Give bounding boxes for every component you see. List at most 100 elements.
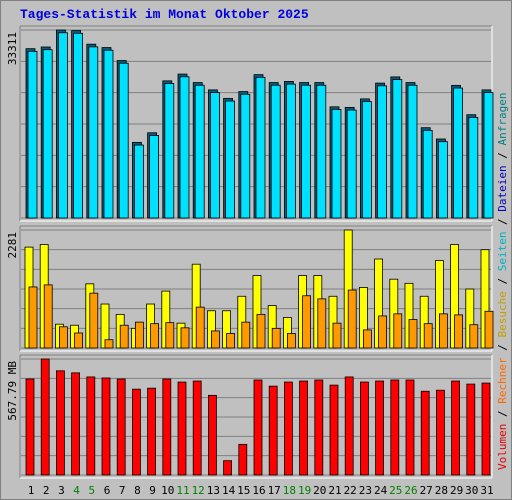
x-tick-label: 7 [119, 484, 126, 497]
bar-volumen [223, 460, 233, 476]
bar-besuche [210, 330, 220, 349]
bar-volumen [405, 379, 415, 476]
bar-besuche [469, 324, 479, 349]
bar-besuche [454, 314, 464, 349]
bar-dateien [377, 85, 388, 219]
x-tick-label: 23 [359, 484, 372, 497]
x-tick-label: 28 [435, 484, 448, 497]
bar-dateien [285, 83, 296, 219]
bar-besuche [423, 323, 433, 349]
bar-volumen [314, 379, 324, 476]
legend-word: / [496, 218, 509, 231]
legend-word: / [496, 410, 509, 423]
legend-word: Seiten [496, 232, 509, 278]
x-tick-label: 2 [43, 484, 50, 497]
bar-besuche [256, 313, 266, 349]
x-tick-label: 26 [404, 484, 417, 497]
bar-besuche [89, 292, 99, 349]
legend-word: Besuche [496, 291, 509, 344]
x-tick-label: 14 [222, 484, 236, 497]
bar-besuche [347, 289, 357, 349]
bar-besuche [286, 333, 296, 349]
bar-besuche [484, 310, 494, 349]
bar-besuche [226, 333, 236, 349]
bar-besuche [74, 332, 83, 349]
bar-dateien [346, 109, 357, 219]
bar-volumen [435, 389, 445, 476]
bar-besuche [119, 324, 129, 349]
legend-word: / [496, 152, 509, 165]
bar-dateien [194, 84, 205, 219]
bar-besuche [59, 326, 68, 349]
bar-volumen [420, 390, 430, 476]
x-tick-label: 4 [73, 484, 80, 497]
x-tick-label: 16 [252, 484, 265, 497]
bar-dateien [255, 76, 266, 219]
x-tick-label: 15 [237, 484, 250, 497]
bar-volumen [116, 378, 126, 476]
x-tick-label: 22 [344, 484, 357, 497]
bar-volumen [299, 380, 309, 476]
bar-dateien [179, 76, 190, 219]
x-tick-label: 8 [134, 484, 141, 497]
bar-dateien [361, 101, 372, 219]
x-tick-label: 21 [328, 484, 341, 497]
legend-word: Volumen [496, 424, 509, 470]
bar-volumen [329, 384, 339, 476]
bar-volumen [359, 381, 369, 476]
x-tick-label: 31 [480, 484, 493, 497]
bar-volumen [344, 376, 354, 476]
bar-volumen [451, 380, 461, 476]
bar-dateien [133, 144, 144, 219]
bar-volumen [71, 372, 80, 476]
bar-dateien [468, 117, 479, 219]
bar-dateien [149, 135, 160, 219]
x-tick-label: 3 [58, 484, 65, 497]
bar-besuche [271, 327, 281, 349]
bar-dateien [42, 49, 53, 219]
x-tick-label: 24 [374, 484, 388, 497]
bar-besuche [165, 322, 175, 349]
bar-besuche [332, 322, 342, 349]
bar-volumen [177, 381, 187, 476]
bar-volumen [253, 379, 263, 476]
bar-volumen [466, 383, 476, 476]
bar-volumen [192, 380, 202, 476]
bar-volumen [207, 394, 217, 476]
bar-volumen [131, 388, 141, 476]
x-tick-label: 11 [176, 484, 189, 497]
x-tick-label: 1 [28, 484, 35, 497]
bar-volumen [147, 387, 157, 476]
x-tick-label: 6 [104, 484, 111, 497]
bar-dateien [437, 141, 448, 219]
right-legend-label: Volumen / Rechner / Besuche / Seiten / D… [496, 92, 509, 470]
x-tick-label: 20 [313, 484, 326, 497]
bar-dateien [240, 93, 251, 219]
x-tick-label: 12 [192, 484, 205, 497]
bar-dateien [270, 84, 281, 219]
bar-besuche [195, 306, 205, 349]
x-tick-label: 5 [88, 484, 95, 497]
bar-volumen [56, 370, 65, 476]
bar-dateien [301, 84, 312, 219]
bar-besuche [43, 284, 53, 349]
x-tick-label: 17 [268, 484, 281, 497]
x-tick-label: 10 [161, 484, 174, 497]
bar-dateien [103, 49, 114, 219]
bar-besuche [393, 313, 403, 349]
bar-besuche [378, 315, 388, 349]
bar-besuche [438, 313, 448, 349]
y-tick-label: 2281 [6, 232, 19, 259]
bar-dateien [407, 84, 418, 219]
bar-dateien [164, 83, 175, 219]
bar-volumen [268, 385, 278, 476]
x-tick-label: 9 [149, 484, 156, 497]
bar-volumen [390, 379, 400, 476]
legend-word: Anfragen [496, 92, 509, 152]
x-tick-label: 18 [283, 484, 296, 497]
bar-besuche [302, 295, 312, 349]
legend-word: Dateien [496, 165, 509, 218]
bar-volumen [375, 380, 385, 476]
bar-besuche [134, 321, 144, 349]
